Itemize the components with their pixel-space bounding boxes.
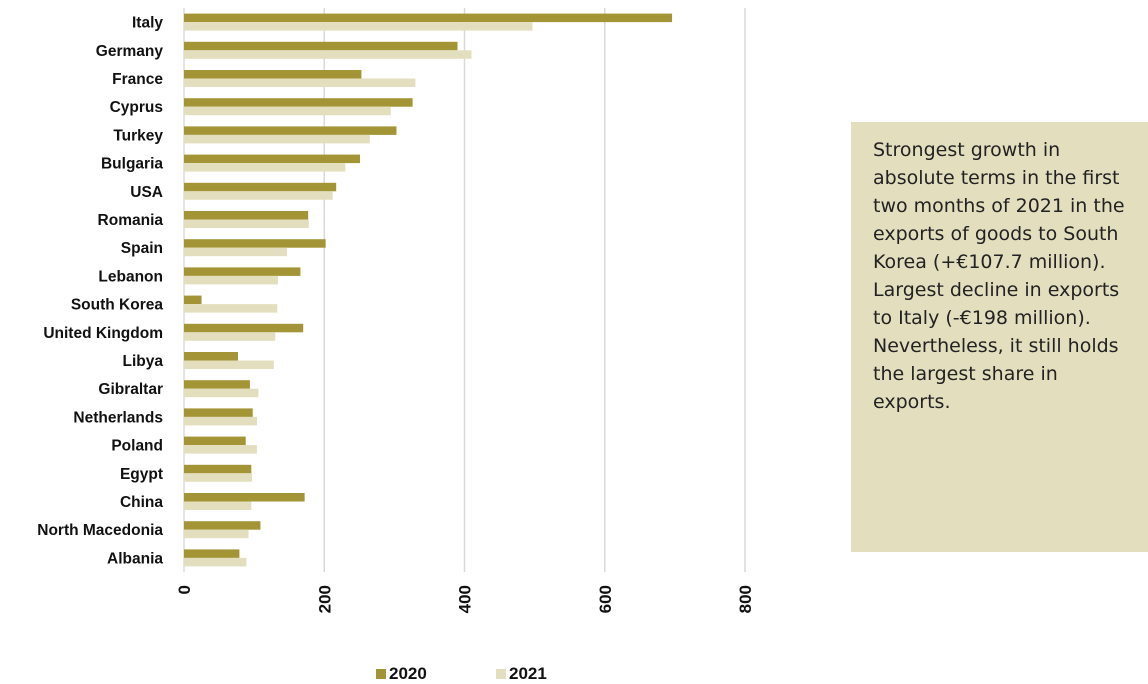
bar-libya-2020 [184, 352, 238, 361]
x-tick-labels: 0 200 400 600 800 [175, 585, 755, 613]
bar-lebanon-2020 [184, 267, 301, 276]
bar-north-macedonia-2021 [184, 529, 249, 539]
bar-turkey-2020 [184, 126, 397, 135]
legend: 2020 2021 [376, 664, 547, 683]
legend-swatch-2020 [376, 669, 386, 679]
bar-south-korea-2021 [184, 304, 278, 313]
category-label: France [112, 71, 163, 88]
category-label: Turkey [113, 127, 163, 144]
category-label: Poland [111, 438, 163, 455]
bar-germany-2020 [184, 41, 458, 51]
bar-gibraltar-2020 [184, 380, 250, 389]
category-label: Spain [121, 240, 163, 257]
legend-swatch-2021 [496, 669, 506, 679]
bar-gibraltar-2021 [184, 388, 259, 398]
bars [184, 13, 673, 567]
x-tick-label: 800 [736, 585, 755, 613]
bar-albania-2021 [184, 557, 247, 567]
category-label: China [120, 494, 163, 511]
bar-usa-2020 [184, 182, 337, 192]
category-label: Cyprus [110, 99, 163, 116]
category-label: Romania [98, 212, 164, 229]
category-label: South Korea [71, 297, 164, 314]
bar-albania-2020 [184, 549, 240, 558]
category-label: Libya [123, 353, 164, 370]
legend-label-2021: 2021 [509, 664, 547, 683]
bar-libya-2021 [184, 360, 274, 369]
bar-poland-2021 [184, 445, 257, 454]
x-tick-label: 600 [596, 585, 615, 613]
category-label: Gibraltar [98, 381, 163, 398]
bar-italy-2020 [184, 13, 673, 23]
annotation-box: Strongest growth in absolute terms in th… [851, 122, 1148, 552]
legend-label-2020: 2020 [389, 664, 427, 683]
bar-cyprus-2021 [184, 106, 391, 116]
bar-romania-2020 [184, 211, 309, 220]
category-label: North Macedonia [37, 522, 163, 539]
bar-bulgaria-2020 [184, 154, 361, 164]
bar-egypt-2020 [184, 464, 252, 474]
category-label: Netherlands [73, 409, 163, 426]
gridlines [183, 8, 746, 572]
category-label: Italy [132, 15, 163, 32]
bar-spain-2021 [184, 247, 288, 257]
bar-italy-2021 [184, 22, 533, 31]
annotation-text: Strongest growth in absolute terms in th… [873, 139, 1125, 413]
bar-germany-2021 [184, 50, 472, 59]
category-label: USA [130, 184, 163, 201]
category-label: Egypt [120, 466, 163, 483]
x-tick-label: 400 [456, 585, 475, 613]
bar-turkey-2021 [184, 134, 370, 144]
bar-north-macedonia-2020 [184, 521, 261, 530]
bar-south-korea-2020 [184, 295, 202, 305]
bar-china-2020 [184, 493, 305, 502]
bar-france-2020 [184, 70, 362, 79]
bar-china-2021 [184, 501, 252, 510]
bar-lebanon-2021 [184, 275, 278, 285]
x-tick-label: 0 [175, 585, 194, 594]
bar-cyprus-2020 [184, 98, 413, 107]
bar-united-kingdom-2020 [184, 323, 304, 333]
category-label: Albania [107, 550, 163, 567]
bar-poland-2020 [184, 436, 246, 446]
bar-spain-2020 [184, 239, 326, 248]
bar-usa-2021 [184, 191, 333, 200]
x-tick-label: 200 [315, 585, 334, 613]
bar-united-kingdom-2021 [184, 332, 276, 341]
category-label: Bulgaria [101, 156, 163, 173]
category-labels: Italy Germany France Cyprus Turkey Bulgaria US… [37, 15, 163, 568]
bar-bulgaria-2021 [184, 163, 346, 172]
bar-france-2021 [184, 78, 416, 87]
bar-romania-2021 [184, 219, 309, 228]
bar-netherlands-2021 [184, 416, 257, 426]
category-label: Lebanon [98, 268, 163, 285]
category-label: United Kingdom [43, 325, 163, 342]
category-label: Germany [96, 43, 164, 60]
bar-netherlands-2020 [184, 408, 253, 417]
bar-egypt-2021 [184, 473, 253, 482]
